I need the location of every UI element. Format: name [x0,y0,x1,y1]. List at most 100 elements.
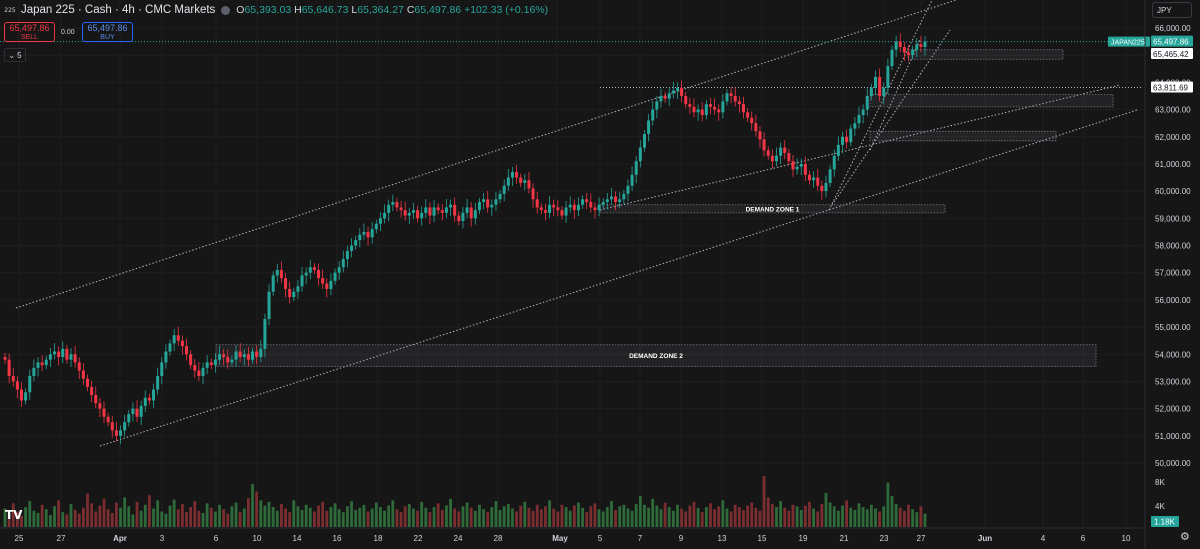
candle-body [721,101,725,113]
candle-body [614,196,618,202]
candle-body [894,41,898,50]
level-price-tag[interactable] [1151,81,1193,93]
candle-body [341,259,345,268]
demand-zone-2[interactable] [215,344,1097,367]
zone-box[interactable] [869,130,1057,142]
volume-bar [304,504,308,527]
volume-bar [317,505,320,527]
volume-bar [44,509,48,527]
candle-body [209,362,213,366]
level-price-tag[interactable] [1151,47,1193,59]
candle-body [333,272,337,281]
volume-bar [280,504,283,527]
currency-selector[interactable]: JPY [1152,2,1192,18]
candle-body [94,395,98,404]
candle-body [684,95,688,105]
price-axis-label: 53,000.00 [1155,377,1191,386]
volume-bar [890,495,894,527]
candle-body [395,202,399,208]
zone-box[interactable] [869,94,1114,108]
candle-body [432,207,436,216]
volume-bar [572,505,576,527]
volume-bar [176,509,180,527]
trend-line[interactable] [828,0,933,211]
candle-body [7,359,11,376]
volume-bar [143,504,147,527]
volume-bar [700,512,704,527]
volume-bar [552,508,556,527]
volume-bar [684,511,688,527]
candle-body [581,199,585,205]
candle-body [543,210,547,213]
candle-body [729,93,733,96]
trend-line[interactable] [99,109,1138,447]
candle-body [688,104,692,107]
price-axis-label: 59,000.00 [1155,214,1191,223]
volume-bar [626,508,630,527]
time-axis-label: 4 [1041,534,1046,543]
volume-bar [721,500,725,527]
tradingview-logo-icon[interactable]: TV [5,508,23,522]
gear-icon[interactable]: ⚙ [1180,531,1190,543]
sell-button[interactable]: 65,497.86 SELL [4,22,55,42]
volume-bar [131,514,135,527]
candle-body [24,392,28,401]
indicators-toggle[interactable]: ⌄ 5 [4,48,26,62]
volume-bar [605,507,609,527]
volume-bar [387,505,391,527]
time-axis-label: 22 [414,534,423,543]
candle-body [494,199,498,205]
candle-body [317,269,321,279]
volume-bar [783,507,787,527]
candle-body [878,76,882,96]
volume-bar [255,491,259,527]
volume-bar [313,511,316,527]
time-axis-label: Jun [978,534,992,543]
buy-button[interactable]: 65,497.86 BUY [82,22,133,42]
high-value: 65,646.73 [301,4,349,16]
chart-title[interactable]: Japan 225 · Cash · 4h · CMC Markets [21,4,216,16]
symbol-tag [1108,36,1150,47]
time-axis-label: 6 [1081,534,1086,543]
candle-body [519,177,523,183]
candle-body [61,348,65,357]
volume-bar [325,510,329,527]
symbol-badge[interactable]: 225 [4,6,16,14]
candle-body [774,155,778,162]
volume-bar [201,512,205,527]
price-axis-label: 50,000.00 [1155,459,1191,468]
trend-line[interactable] [599,84,1121,211]
volume-bar [346,506,349,527]
supply-zone[interactable] [907,49,1064,60]
candle-body [816,177,820,186]
candle-body [350,245,354,251]
candle-body [424,207,428,213]
candle-body [147,397,151,401]
symbol-tag-text: JAPAN225 [1111,40,1145,47]
volume-bar [65,514,69,527]
candle-body [836,144,840,156]
candle-body [86,378,90,387]
candle-body [741,104,745,113]
volume-bar [647,507,650,527]
volume-bar [370,508,374,527]
market-status-dot-icon[interactable] [221,5,231,15]
low-key: L [351,4,358,16]
price-axis-label: 61,000.00 [1155,160,1191,169]
volume-bar [271,507,275,527]
candle-body [799,163,803,167]
high-key: H [294,4,302,16]
volume-bar [725,508,729,527]
candle-body [898,41,902,48]
volume-bar [634,504,638,527]
candle-body [803,163,807,175]
volume-bar [263,505,267,527]
volume-bar [820,504,824,527]
sell-label: SELL [20,34,39,41]
candle-body [110,422,114,431]
volume-bar [465,502,469,527]
volume-bar [915,512,919,527]
volume-bar [502,506,506,527]
trend-line[interactable] [15,0,957,309]
